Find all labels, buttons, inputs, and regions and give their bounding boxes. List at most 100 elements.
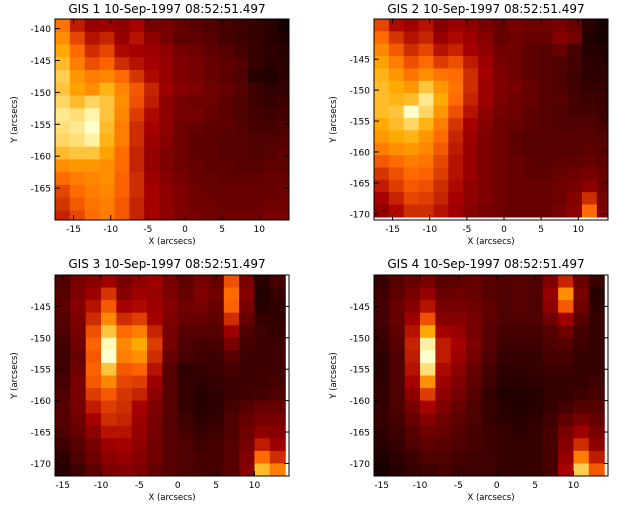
heatmap-cell	[567, 43, 583, 57]
heatmap-cell	[114, 31, 130, 46]
heatmap-cell	[233, 146, 249, 160]
heatmap-cell	[448, 43, 464, 57]
heatmap-cell	[588, 438, 605, 452]
heatmap-cell	[522, 68, 539, 82]
heatmap-cell	[588, 275, 605, 289]
heatmap-cell	[203, 197, 220, 212]
heatmap-cell	[542, 388, 559, 402]
heatmap-cell	[403, 105, 420, 119]
heatmap-cell	[269, 275, 286, 289]
heatmap-cell	[248, 184, 264, 199]
heatmap-cell	[233, 172, 249, 186]
heatmap-cell	[537, 155, 553, 169]
heatmap-cell	[403, 179, 420, 193]
heatmap-cell	[131, 275, 148, 289]
y-tick-label: -145	[31, 57, 51, 67]
heatmap-cell	[582, 167, 598, 181]
heatmap-cell	[567, 19, 583, 32]
heatmap-cell	[374, 179, 390, 193]
heatmap-cell	[404, 350, 421, 364]
heatmap-cell	[99, 197, 116, 212]
heatmap-cell	[162, 425, 179, 439]
heatmap-cell	[492, 155, 509, 169]
heatmap-cell	[507, 204, 524, 218]
heatmap-cell	[84, 57, 101, 71]
heatmap-cell	[522, 179, 539, 193]
heatmap-cell	[85, 287, 102, 301]
heatmap-cell	[218, 146, 234, 160]
heatmap-cell	[254, 312, 271, 326]
heatmap-cell	[144, 57, 160, 71]
heatmap-cell	[420, 287, 436, 301]
heatmap-cell	[466, 450, 483, 465]
heatmap-cell	[159, 57, 175, 71]
heatmap-cell	[537, 117, 553, 131]
heatmap-cell	[188, 184, 205, 199]
heatmap-cell	[263, 95, 279, 109]
heatmap-cell	[542, 400, 559, 414]
y-tick-label: -145	[350, 303, 370, 313]
heatmap-cell	[70, 413, 87, 427]
heatmap-cell	[223, 413, 240, 427]
heatmap-cell	[418, 117, 435, 131]
heatmap-cell	[263, 31, 279, 46]
heatmap-cell	[537, 68, 553, 82]
heatmap-cell	[177, 425, 194, 439]
heatmap-cell	[433, 179, 449, 193]
heatmap-cell	[69, 159, 86, 173]
heatmap-cell	[114, 95, 130, 109]
heatmap-cell	[144, 70, 160, 84]
heatmap-cell	[218, 159, 234, 173]
heatmap-cell	[55, 184, 71, 199]
heatmap-cell	[269, 375, 286, 389]
heatmap-cell	[144, 197, 160, 212]
heatmap-cell	[573, 287, 590, 301]
heatmap-cell	[233, 70, 249, 84]
heatmap-cell	[588, 450, 605, 465]
heatmap-cell	[239, 400, 256, 414]
heatmap-cell	[466, 337, 483, 351]
heatmap-cell	[374, 300, 390, 314]
heatmap-cell	[374, 192, 390, 206]
panel-gis-1-xlabel: X (arcsecs)	[148, 237, 195, 247]
heatmap-cell	[512, 450, 529, 465]
heatmap-cell	[463, 105, 479, 119]
heatmap-cell	[203, 31, 220, 46]
heatmap-cell	[144, 108, 160, 122]
heatmap-cell	[418, 68, 435, 82]
heatmap-cell	[567, 142, 583, 156]
heatmap-cell	[85, 375, 102, 389]
y-tick-label: -140	[31, 25, 52, 35]
heatmap-cell	[129, 95, 145, 109]
heatmap-cell	[478, 142, 494, 156]
heatmap-cell	[147, 425, 164, 439]
heatmap-cell	[173, 31, 190, 46]
heatmap-cell	[101, 275, 117, 289]
heatmap-cell	[147, 337, 164, 351]
heatmap-cell	[512, 413, 529, 427]
heatmap-cell	[85, 438, 102, 452]
heatmap-cell	[582, 142, 598, 156]
heatmap-cell	[85, 312, 102, 326]
heatmap-cell	[99, 159, 116, 173]
heatmap-cell	[208, 337, 225, 351]
heatmap-cell	[223, 337, 240, 351]
heatmap-cell	[173, 82, 190, 97]
heatmap-cell	[481, 413, 498, 427]
heatmap-cell	[162, 312, 179, 326]
heatmap-cell	[481, 388, 498, 402]
heatmap-cell	[389, 438, 406, 452]
heatmap-cell	[558, 337, 575, 351]
heatmap-cell	[131, 425, 148, 439]
panel-gis-2-heatmap	[374, 19, 608, 218]
heatmap-cell	[239, 375, 256, 389]
heatmap-cell	[239, 463, 256, 476]
heatmap-cell	[596, 155, 608, 169]
heatmap-cell	[389, 388, 406, 402]
heatmap-cell	[147, 438, 164, 452]
heatmap-cell	[567, 93, 583, 107]
heatmap-cell	[420, 375, 436, 389]
heatmap-cell	[69, 121, 86, 135]
heatmap-cell	[277, 108, 289, 122]
heatmap-cell	[374, 388, 390, 402]
